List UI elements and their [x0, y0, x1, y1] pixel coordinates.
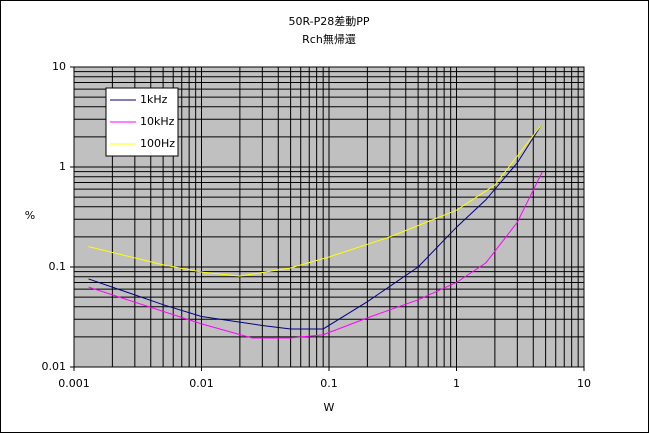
legend-label: 10kHz	[140, 115, 175, 128]
x-axis-label: W	[324, 401, 335, 414]
data-line	[88, 125, 542, 277]
data-line	[88, 171, 543, 339]
y-tick-label: 0.1	[49, 260, 67, 273]
legend-label: 100Hz	[140, 137, 175, 150]
x-tick-label: 0.001	[58, 377, 90, 390]
legend-label: 1kHz	[140, 93, 168, 106]
x-tick-label: 1	[453, 377, 460, 390]
plot-border	[73, 66, 585, 368]
x-tick-label: 0.01	[189, 377, 214, 390]
x-tick-label: 10	[577, 377, 591, 390]
y-axis-label: %	[25, 209, 35, 222]
x-tick-label: 0.1	[320, 377, 338, 390]
y-tick-label: 10	[52, 60, 66, 73]
y-tick-label: 0.01	[42, 360, 67, 373]
chart-subtitle: Rch無帰還	[302, 32, 356, 46]
data-line	[88, 125, 542, 330]
y-tick-label: 1	[59, 160, 66, 173]
chart-title: 50R-P28差動PP	[288, 14, 369, 28]
